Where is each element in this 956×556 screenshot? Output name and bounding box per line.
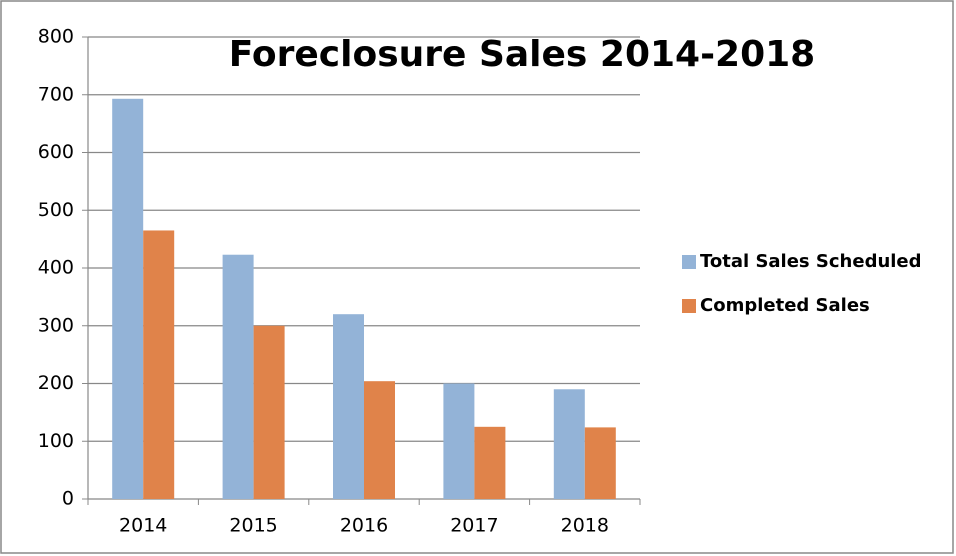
bar xyxy=(222,254,254,499)
bar xyxy=(333,314,364,499)
bar xyxy=(112,98,144,499)
x-tick-label: 2017 xyxy=(450,515,498,537)
bar xyxy=(143,230,175,499)
legend-label: Completed Sales xyxy=(700,295,870,316)
y-tick-label: 100 xyxy=(38,430,74,452)
y-tick-label: 300 xyxy=(38,314,74,336)
x-tick-label: 2015 xyxy=(229,515,277,537)
x-tick-label: 2018 xyxy=(561,515,609,537)
y-tick-label: 200 xyxy=(38,372,74,394)
y-tick-label: 800 xyxy=(38,26,74,48)
legend-swatch xyxy=(682,255,696,269)
y-tick-label: 500 xyxy=(38,199,74,221)
legend-label: Total Sales Scheduled xyxy=(700,251,922,272)
legend-swatch xyxy=(682,299,696,313)
bar xyxy=(474,426,506,499)
y-tick-label: 700 xyxy=(38,83,74,105)
y-tick-label: 600 xyxy=(38,141,74,163)
bar xyxy=(584,427,616,499)
y-tick-label: 0 xyxy=(62,488,74,510)
bar xyxy=(553,389,585,499)
bar xyxy=(364,381,395,499)
chart-title: Foreclosure Sales 2014-2018 xyxy=(229,34,815,75)
bar xyxy=(253,325,285,499)
bar xyxy=(443,383,475,499)
x-tick-label: 2016 xyxy=(340,515,388,537)
x-tick-label: 2014 xyxy=(119,515,167,537)
y-tick-label: 400 xyxy=(38,257,74,279)
